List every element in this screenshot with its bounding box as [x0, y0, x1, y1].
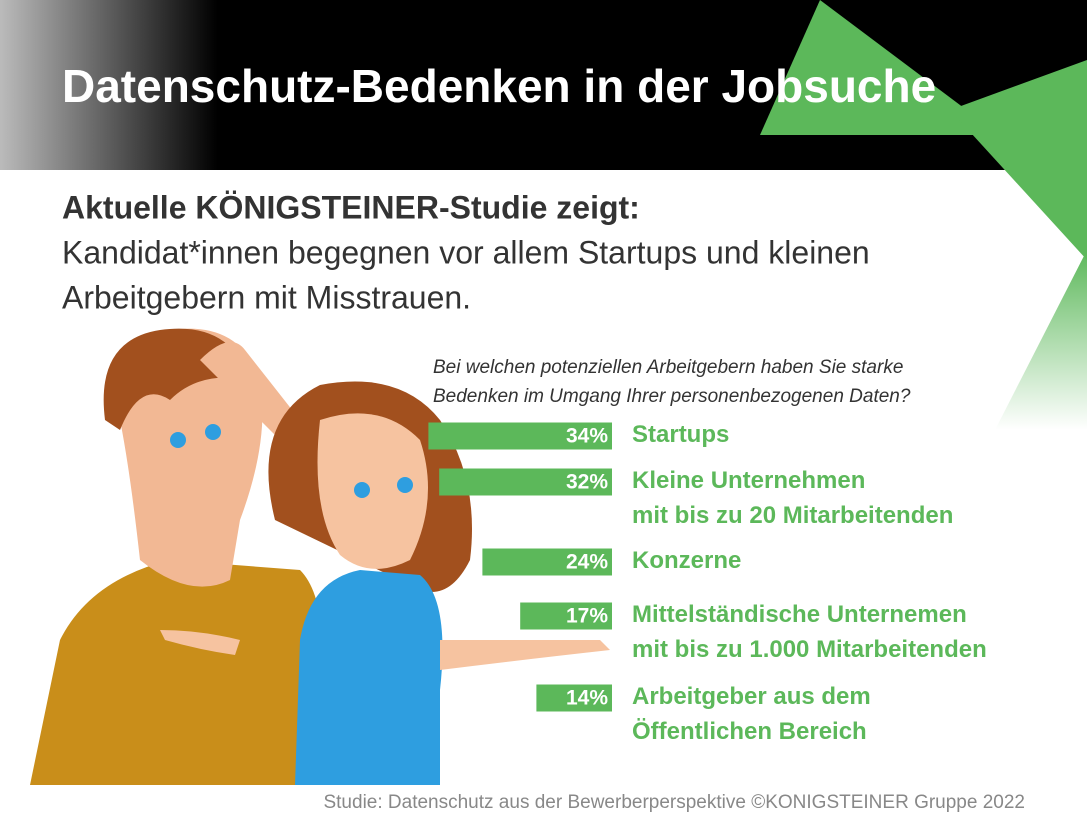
- intro-line: Kandidat*innen begegnen vor allem Startu…: [62, 234, 870, 270]
- illustration: [30, 328, 610, 785]
- decor-triangle: [950, 60, 1087, 260]
- source: Studie: Datenschutz aus der Bewerberpers…: [323, 792, 1025, 813]
- value-label: 24%: [566, 551, 608, 574]
- category-label: Arbeitgeber aus dem Öffentlichen Bereich: [632, 683, 871, 745]
- category-label: Kleine Unternehmen mit bis zu 20 Mitarbei…: [632, 467, 953, 529]
- bar: [428, 422, 612, 450]
- bar: [482, 548, 612, 576]
- category-label: Mittelständische Unternemen mit bis zu 1.…: [632, 601, 987, 663]
- value-label: 14%: [566, 687, 608, 710]
- value-label: 17%: [566, 605, 608, 628]
- bar: [536, 684, 612, 712]
- question: Bedenken im Umgang Ihrer personenbezogen…: [433, 386, 911, 407]
- decor-triangle: [995, 250, 1087, 430]
- question: Bei welchen potenziellen Arbeitgebern ha…: [433, 357, 903, 378]
- category-label: Konzerne: [632, 547, 741, 574]
- category-label: Startups: [632, 421, 729, 448]
- bar: [520, 602, 612, 630]
- intro-line: Arbeitgebern mit Misstrauen.: [62, 279, 471, 315]
- lead: Aktuelle KÖNIGSTEINER-Studie zeigt:: [62, 189, 640, 225]
- bar: [439, 468, 612, 496]
- decor-triangle: [760, 0, 1000, 135]
- title: Datenschutz-Bedenken in der Jobsuche: [62, 60, 936, 112]
- value-label: 34%: [566, 425, 608, 448]
- value-label: 32%: [566, 471, 608, 494]
